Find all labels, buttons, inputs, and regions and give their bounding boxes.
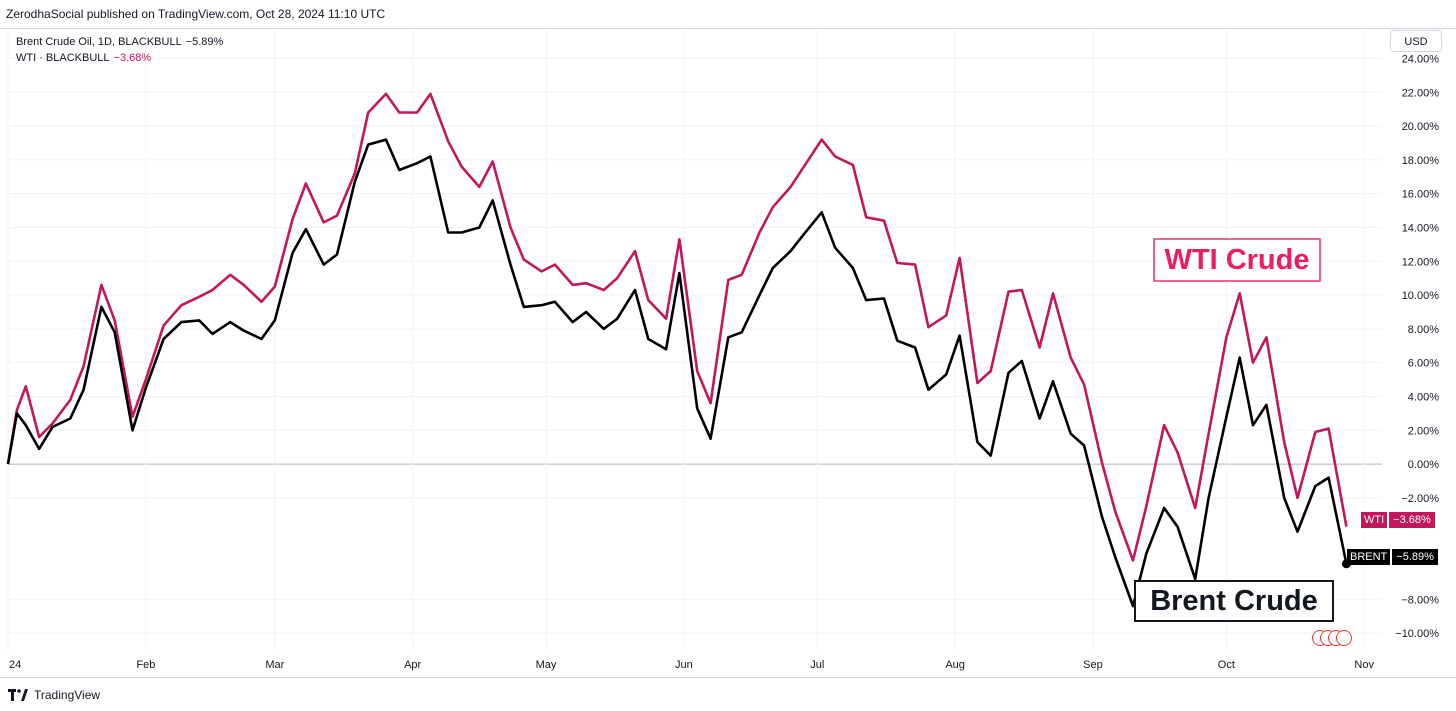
- legend-row-brent[interactable]: Brent Crude Oil, 1D, BLACKBULL −5.89%: [16, 34, 223, 50]
- y-tick-label: 10.00%: [1402, 290, 1440, 302]
- y-tick-label: 0.00%: [1408, 459, 1439, 471]
- y-tick-label: 22.00%: [1402, 87, 1440, 99]
- y-tick-label: −2.00%: [1401, 493, 1439, 505]
- us-flag-icon: [1336, 630, 1352, 646]
- chart-legend: Brent Crude Oil, 1D, BLACKBULL −5.89% WTI…: [16, 34, 223, 66]
- y-tick-label: 6.00%: [1408, 358, 1439, 370]
- y-tick-label: −10.00%: [1395, 628, 1439, 640]
- legend-value-brent: −5.89%: [185, 36, 224, 48]
- x-tick-label: Mar: [265, 659, 284, 671]
- footer-brand: TradingView: [34, 688, 101, 702]
- price-tag-wti: WTI −3.68%: [1357, 512, 1439, 528]
- x-tick-label: Jul: [810, 659, 824, 671]
- grid-lines: [7, 30, 1382, 650]
- legend-label-wti: WTI · BLACKBULL: [16, 52, 110, 64]
- y-tick-label: 18.00%: [1402, 155, 1440, 167]
- x-tick-label: Aug: [945, 659, 965, 671]
- series-lines: [6, 92, 1351, 608]
- series-line-wti[interactable]: [6, 92, 1348, 562]
- y-tick-label: 20.00%: [1402, 121, 1440, 133]
- x-tick-label: 24: [9, 659, 21, 671]
- legend-value-wti: −3.68%: [113, 52, 152, 64]
- y-axis-tick-labels: 24.00% 22.00% 20.00% 18.00% 16.00% 14.00% 12.0…: [1395, 53, 1439, 640]
- economic-events-flags[interactable]: [1312, 630, 1356, 648]
- published-header: ZerodhaSocial published on TradingView.c…: [6, 7, 386, 21]
- annotation-wti-crude[interactable]: WTI Crude: [1153, 238, 1321, 282]
- y-tick-label: 4.00%: [1408, 391, 1439, 403]
- x-tick-label: May: [536, 659, 557, 671]
- footer: TradingView: [8, 686, 100, 704]
- y-tick-label: 2.00%: [1408, 425, 1439, 437]
- y-tick-label: 8.00%: [1408, 324, 1439, 336]
- y-tick-label: 14.00%: [1402, 222, 1440, 234]
- price-tag-wti-name: WTI: [1361, 512, 1388, 528]
- x-tick-label: Nov: [1354, 659, 1374, 671]
- chart-frame: [0, 28, 1456, 678]
- y-tick-label: 16.00%: [1402, 189, 1440, 201]
- tradingview-logo-icon: [8, 689, 28, 701]
- legend-row-wti[interactable]: WTI · BLACKBULL −3.68%: [16, 50, 223, 66]
- annotation-brent-crude[interactable]: Brent Crude: [1134, 580, 1334, 622]
- series-line-brent[interactable]: [6, 138, 1348, 608]
- x-tick-label: Sep: [1083, 659, 1103, 671]
- price-tag-wti-value: −3.68%: [1389, 512, 1435, 528]
- x-tick-label: Feb: [136, 659, 155, 671]
- x-tick-label: Apr: [404, 659, 421, 671]
- y-tick-label: 24.00%: [1402, 53, 1440, 65]
- x-axis-tick-labels: 24 Feb Mar Apr May Jun Jul Aug Sep Oct Nov: [9, 659, 1374, 671]
- currency-button[interactable]: USD: [1390, 30, 1442, 52]
- y-tick-label: −8.00%: [1401, 594, 1439, 606]
- x-tick-label: Oct: [1218, 659, 1235, 671]
- legend-label-brent: Brent Crude Oil, 1D, BLACKBULL: [16, 36, 182, 48]
- price-tag-brent-value: −5.89%: [1392, 549, 1438, 565]
- y-tick-label: 12.00%: [1402, 256, 1440, 268]
- x-tick-label: Jun: [675, 659, 693, 671]
- price-tag-brent-name: BRENT: [1347, 549, 1391, 565]
- price-tag-brent: BRENT −5.89%: [1343, 549, 1442, 565]
